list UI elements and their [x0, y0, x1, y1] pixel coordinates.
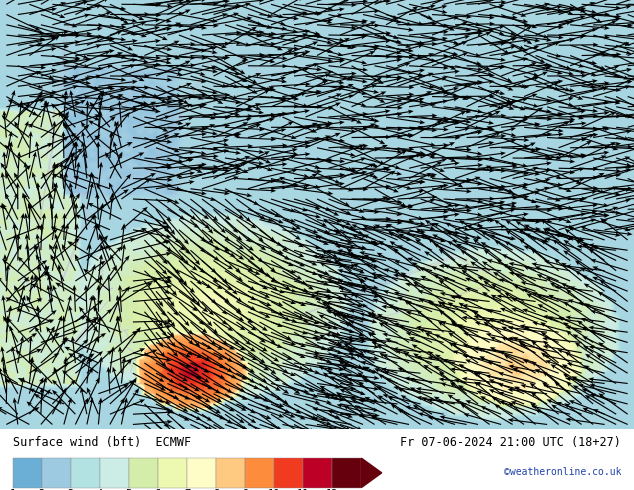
Bar [332, 458, 361, 488]
Bar [42, 458, 71, 488]
Text: 7: 7 [184, 489, 190, 490]
Text: 8: 8 [213, 489, 219, 490]
Text: 12: 12 [326, 489, 339, 490]
Bar [13, 458, 42, 488]
Polygon shape [361, 458, 382, 488]
Text: ©weatheronline.co.uk: ©weatheronline.co.uk [504, 466, 621, 477]
Text: 10: 10 [268, 489, 280, 490]
Bar [245, 458, 275, 488]
Bar [71, 458, 100, 488]
Text: 6: 6 [155, 489, 161, 490]
Text: 4: 4 [97, 489, 103, 490]
Bar [158, 458, 187, 488]
Bar [129, 458, 158, 488]
Bar [187, 458, 216, 488]
Text: 9: 9 [242, 489, 249, 490]
Text: 1: 1 [10, 489, 16, 490]
Text: Surface wind (bft)  ECMWF: Surface wind (bft) ECMWF [13, 436, 191, 449]
Bar [303, 458, 332, 488]
Bar [274, 458, 303, 488]
Text: 5: 5 [126, 489, 132, 490]
Text: Fr 07-06-2024 21:00 UTC (18+27): Fr 07-06-2024 21:00 UTC (18+27) [401, 436, 621, 449]
Text: 11: 11 [297, 489, 309, 490]
Bar [216, 458, 245, 488]
Text: 2: 2 [39, 489, 45, 490]
Text: 3: 3 [68, 489, 74, 490]
Bar [100, 458, 129, 488]
